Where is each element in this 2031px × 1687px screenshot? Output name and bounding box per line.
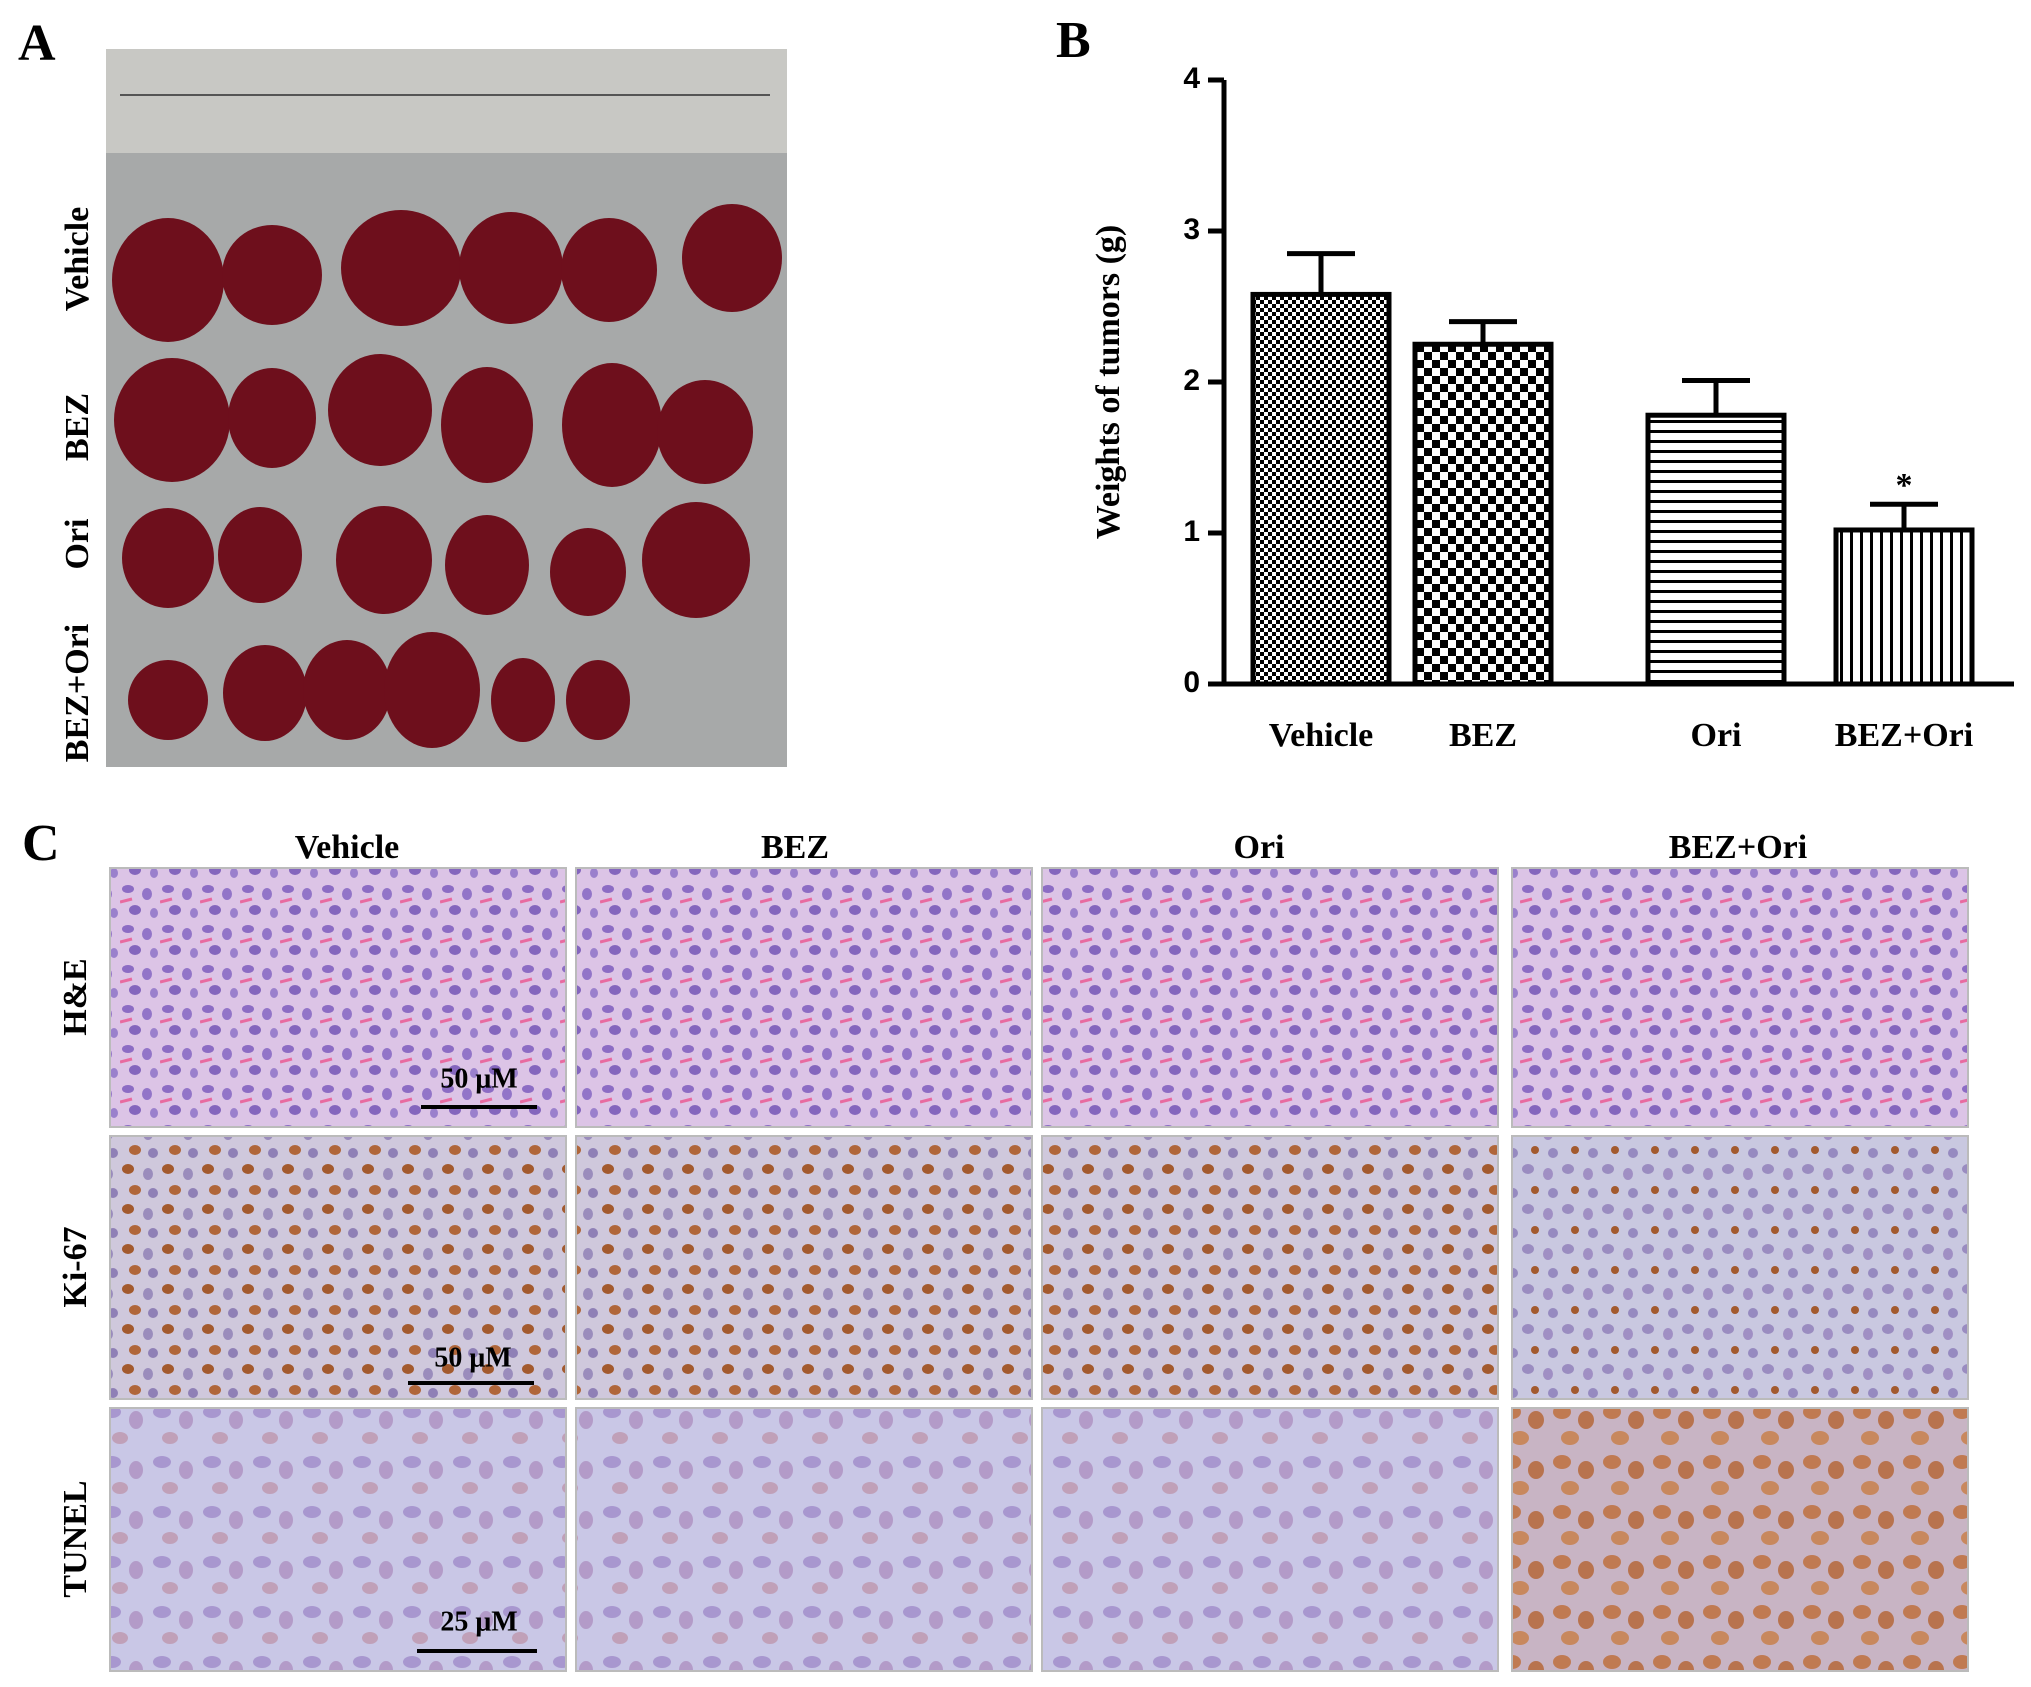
row-label: TUNEL bbox=[57, 1480, 94, 1597]
bar bbox=[1645, 412, 1787, 687]
panel-label: C bbox=[22, 815, 60, 872]
scale-bar-label: 50 μM bbox=[440, 1063, 517, 1094]
column-label: BEZ+Ori bbox=[1669, 829, 1807, 866]
scale-bar-label: 25 μM bbox=[440, 1606, 517, 1637]
column-label: Ori bbox=[1234, 829, 1285, 866]
bar bbox=[1833, 527, 1975, 687]
row-label: Vehicle bbox=[59, 207, 96, 312]
scale-bar-label: 50 μM bbox=[434, 1342, 511, 1373]
y-tick-label: 4 bbox=[1183, 62, 1200, 95]
micrographs bbox=[109, 867, 1969, 1672]
photo bbox=[106, 49, 787, 767]
y-tick-label: 3 bbox=[1183, 213, 1200, 246]
significance: * bbox=[1896, 467, 1913, 504]
y-tick-label: 1 bbox=[1183, 515, 1200, 548]
x-tick-label: Ori bbox=[1691, 717, 1742, 754]
column-label: BEZ bbox=[761, 829, 829, 866]
scale-bars bbox=[408, 1105, 537, 1653]
panel-label: B bbox=[1056, 12, 1091, 69]
y-tick-label: 2 bbox=[1183, 364, 1200, 397]
row-label: Ori bbox=[59, 519, 96, 570]
row-label: BEZ+Ori bbox=[59, 624, 96, 762]
panel-label: A bbox=[18, 15, 56, 72]
y-axis-label: Weights of tumors (g) bbox=[1090, 225, 1127, 539]
row-label: Ki-67 bbox=[57, 1226, 94, 1307]
bar bbox=[1250, 291, 1392, 687]
column-label: Vehicle bbox=[295, 829, 400, 866]
bar bbox=[1412, 341, 1554, 687]
x-tick-label: Vehicle bbox=[1269, 717, 1374, 754]
x-tick-label: BEZ bbox=[1449, 717, 1517, 754]
y-tick-label: 0 bbox=[1183, 666, 1200, 699]
row-label: BEZ bbox=[59, 393, 96, 461]
x-tick-label: BEZ+Ori bbox=[1835, 717, 1973, 754]
row-label: H&E bbox=[57, 958, 94, 1035]
